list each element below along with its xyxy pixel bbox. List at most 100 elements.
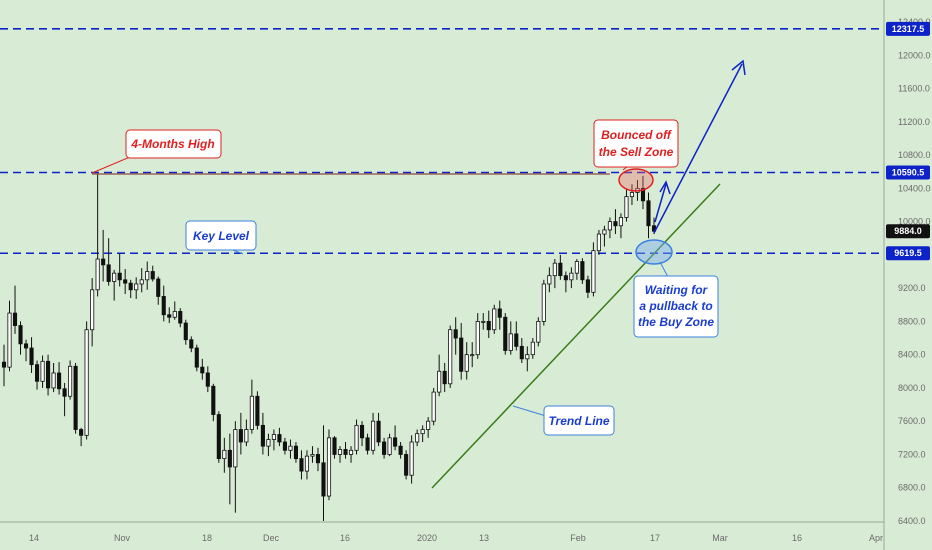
candle-body — [387, 437, 392, 455]
callout-trend-line: Trend Line — [512, 405, 615, 436]
candle-body — [172, 311, 177, 318]
y-tick-label: 11200.0 — [898, 117, 930, 127]
candle-body — [260, 424, 265, 447]
candle-body — [519, 345, 524, 360]
price-badge-bg — [886, 21, 930, 36]
candle-body — [613, 221, 618, 227]
x-tick-label: Nov — [114, 533, 131, 543]
candle-body — [569, 272, 574, 281]
candle-body — [29, 347, 34, 366]
candle-body — [112, 272, 117, 282]
price-badges: 12317.5 10590.5 9619.5 9884.0 — [886, 21, 930, 261]
candle-body — [117, 272, 122, 281]
y-tick-label: 8800.0 — [898, 316, 926, 326]
callout-box — [543, 405, 615, 436]
candle-body — [123, 279, 128, 284]
candle-body — [156, 278, 161, 297]
candle-body — [249, 395, 254, 430]
candle-body — [459, 337, 464, 372]
candle-body — [167, 314, 172, 318]
callout-label-line1: Waiting for — [645, 283, 709, 297]
candle-body — [558, 262, 563, 277]
candle-body — [602, 229, 607, 235]
candle-body — [596, 233, 601, 252]
callout-label: Key Level — [193, 229, 250, 243]
candle-body — [222, 449, 227, 460]
callout-label-line3: the Buy Zone — [638, 315, 714, 329]
candle-body — [79, 429, 84, 436]
candle-body — [68, 365, 73, 397]
candle-body — [34, 364, 40, 382]
candle-body — [563, 275, 568, 281]
x-tick-label: 16 — [340, 533, 350, 543]
candle-body — [101, 258, 106, 266]
candle-body — [73, 365, 78, 430]
candle-body — [354, 424, 359, 451]
y-tick-label: 10400.0 — [898, 183, 931, 193]
callout-pointer — [512, 405, 547, 417]
callout-box — [633, 275, 719, 338]
candle-body — [326, 437, 332, 497]
candle-body — [376, 420, 381, 443]
y-tick-label: 6800.0 — [898, 483, 926, 493]
x-tick-label: Mar — [712, 533, 728, 543]
candle-body — [337, 449, 343, 455]
candle-body — [448, 329, 453, 385]
candle-body — [365, 437, 370, 451]
candle-body — [145, 271, 150, 281]
candle-body — [332, 437, 337, 455]
candle-body — [514, 333, 519, 347]
candle-body — [530, 341, 535, 356]
callout-waiting: Waiting for a pullback to the Buy Zone — [633, 261, 719, 338]
candle-body — [211, 385, 216, 415]
candle-body — [139, 279, 144, 285]
price-badge-bg — [886, 246, 930, 261]
candle-body — [525, 354, 530, 360]
candle-body — [640, 187, 646, 202]
candle-body — [497, 308, 502, 318]
y-tick-label: 10000.0 — [898, 217, 931, 227]
candle-body — [200, 366, 205, 374]
x-tick-label: 17 — [650, 533, 660, 543]
x-tick-label: Apr — [869, 533, 883, 543]
candle-body — [398, 445, 403, 455]
y-tick-label: 10800.0 — [898, 150, 931, 160]
candle-body — [321, 462, 326, 497]
candle-body — [205, 372, 210, 387]
candle-body — [420, 429, 425, 435]
candle-body — [282, 441, 287, 451]
candle-body — [178, 311, 183, 324]
candle-body — [40, 360, 45, 382]
callout-bounced: Bounced off the Sell Zone — [593, 119, 679, 171]
callout-label-line1: Bounced off — [601, 128, 672, 142]
candle-body — [183, 322, 188, 341]
x-tick-label: Feb — [570, 533, 586, 543]
candle-body — [574, 261, 579, 274]
candle-body — [464, 354, 469, 372]
candle-body — [393, 437, 398, 447]
callout-four-month-high: 4-Months High — [91, 129, 222, 174]
candle-body — [382, 441, 387, 455]
candle-body — [90, 289, 95, 331]
projection-arrow-large-head — [731, 59, 746, 76]
candle-body — [503, 316, 508, 351]
candle-body — [481, 320, 486, 323]
candle-body — [161, 296, 166, 316]
candle-body — [646, 200, 651, 227]
x-tick-label: 18 — [202, 533, 212, 543]
projection-arrow-large — [653, 63, 743, 234]
candle-body — [1, 361, 7, 368]
candle-body — [442, 370, 447, 385]
candle-body — [233, 429, 238, 468]
candle-body — [227, 449, 232, 468]
candle-body — [244, 429, 249, 443]
candle-body — [216, 414, 221, 460]
candle-body — [409, 441, 414, 476]
price-badge-bg — [886, 224, 930, 239]
y-tick-label: 11600.0 — [898, 84, 930, 94]
x-tick-label: 13 — [479, 533, 489, 543]
candle-body — [629, 192, 635, 198]
y-axis-panel — [884, 0, 932, 550]
candle-body — [359, 424, 365, 439]
